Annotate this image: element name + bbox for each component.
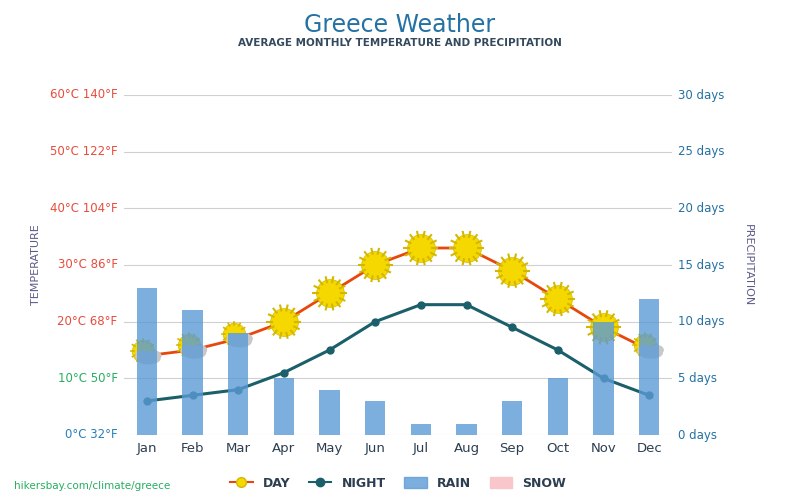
Text: 15 days: 15 days (678, 258, 725, 272)
Text: 20 days: 20 days (678, 202, 725, 215)
Bar (137, 288, 157, 435)
Bar (410, 424, 431, 435)
Text: PRECIPITATION: PRECIPITATION (743, 224, 753, 306)
Ellipse shape (227, 334, 239, 343)
Text: Greece Weather: Greece Weather (305, 12, 495, 36)
Bar (502, 401, 522, 435)
Ellipse shape (238, 334, 252, 343)
Bar (639, 299, 659, 435)
Bar (456, 424, 477, 435)
Ellipse shape (138, 354, 160, 364)
Ellipse shape (640, 348, 662, 358)
Ellipse shape (649, 346, 663, 354)
Ellipse shape (193, 346, 206, 354)
Text: TEMPERATURE: TEMPERATURE (31, 224, 41, 306)
Ellipse shape (136, 351, 148, 360)
Text: 40°C 104°F: 40°C 104°F (50, 202, 118, 215)
Text: 20°C 68°F: 20°C 68°F (58, 315, 118, 328)
Legend: DAY, NIGHT, RAIN, SNOW: DAY, NIGHT, RAIN, SNOW (225, 472, 571, 495)
Bar (228, 333, 249, 435)
Bar (182, 310, 202, 435)
Text: 0 days: 0 days (678, 428, 718, 442)
Text: 5 days: 5 days (678, 372, 718, 385)
Text: 30°C 86°F: 30°C 86°F (58, 258, 118, 272)
Ellipse shape (147, 351, 161, 360)
Text: 25 days: 25 days (678, 145, 725, 158)
Bar (547, 378, 568, 435)
Text: 60°C 140°F: 60°C 140°F (50, 88, 118, 102)
Text: 30 days: 30 days (678, 88, 725, 102)
Text: 10 days: 10 days (678, 315, 725, 328)
Text: 10°C 50°F: 10°C 50°F (58, 372, 118, 385)
Text: AVERAGE MONTHLY TEMPERATURE AND PRECIPITATION: AVERAGE MONTHLY TEMPERATURE AND PRECIPIT… (238, 38, 562, 48)
Bar (594, 322, 614, 435)
Ellipse shape (638, 346, 650, 354)
Ellipse shape (229, 336, 251, 346)
Bar (319, 390, 340, 435)
Text: 0°C 32°F: 0°C 32°F (65, 428, 118, 442)
Text: hikersbay.com/climate/greece: hikersbay.com/climate/greece (14, 481, 170, 491)
Bar (274, 378, 294, 435)
Ellipse shape (182, 346, 194, 354)
Ellipse shape (183, 348, 206, 358)
Text: 50°C 122°F: 50°C 122°F (50, 145, 118, 158)
Bar (365, 401, 386, 435)
